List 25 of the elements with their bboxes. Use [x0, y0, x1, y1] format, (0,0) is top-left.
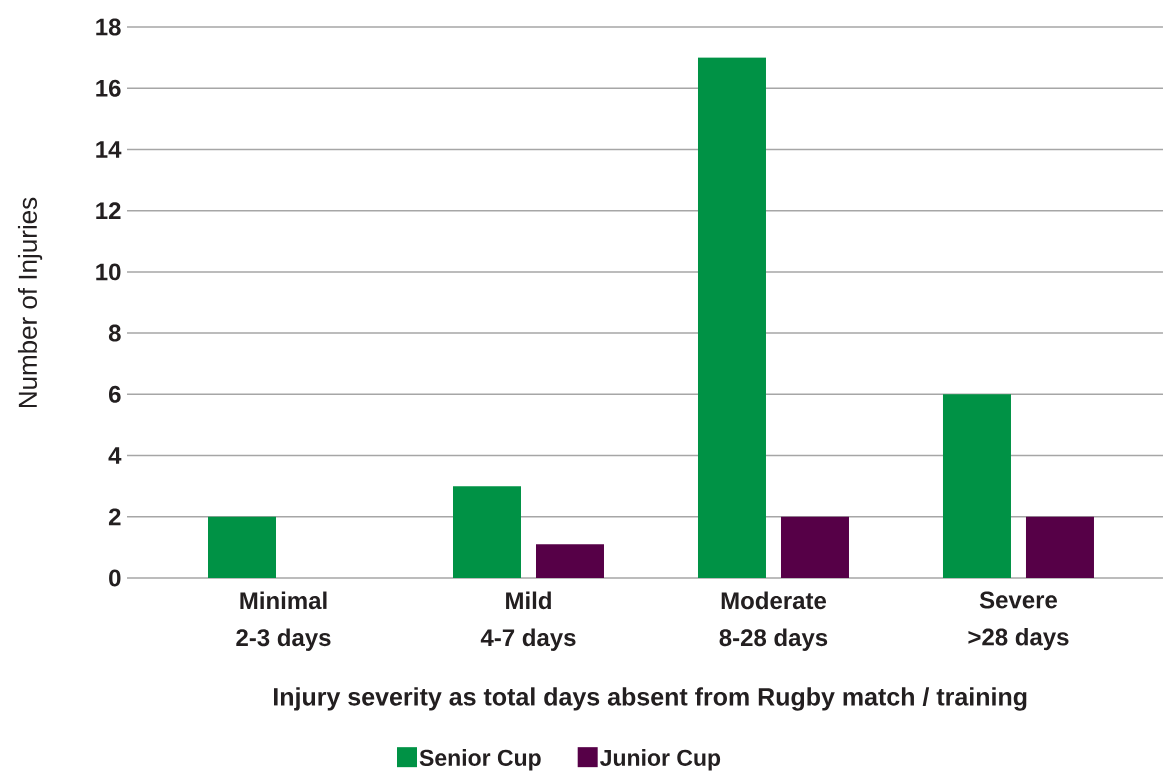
y-tick-label: 4 — [108, 447, 122, 464]
legend-label: Senior Cup — [419, 749, 541, 771]
x-tick-label: Severe >28 days — [968, 591, 1069, 651]
x-tick-label: Moderate 8-28 days — [719, 591, 828, 651]
bar — [1025, 516, 1094, 578]
y-tick-label: 8 — [108, 324, 121, 342]
x-axis-title: Injury severity as total days absent from Rugby match / training — [273, 687, 1027, 711]
y-tick-label: 14 — [96, 141, 122, 158]
bar — [942, 394, 1011, 578]
y-tick-label: 12 — [96, 202, 121, 220]
x-tick-label: Mild 4-7 days — [480, 591, 576, 651]
bar — [780, 516, 849, 578]
y-tick-label: 0 — [109, 569, 121, 587]
y-axis-title: Number of Injuries — [17, 197, 43, 408]
bar — [697, 57, 766, 578]
bar — [453, 486, 521, 578]
y-tick-label: 18 — [96, 18, 121, 36]
bar — [208, 516, 276, 578]
y-tick-label: 6 — [109, 385, 121, 403]
bar — [536, 544, 604, 578]
y-tick-label: 2 — [108, 508, 121, 526]
x-tick-label: Minimal 2-3 days — [236, 591, 331, 651]
y-tick-label: 16 — [96, 79, 121, 97]
y-tick-label: 10 — [96, 263, 121, 281]
legend-label: Junior Cup — [600, 749, 721, 771]
